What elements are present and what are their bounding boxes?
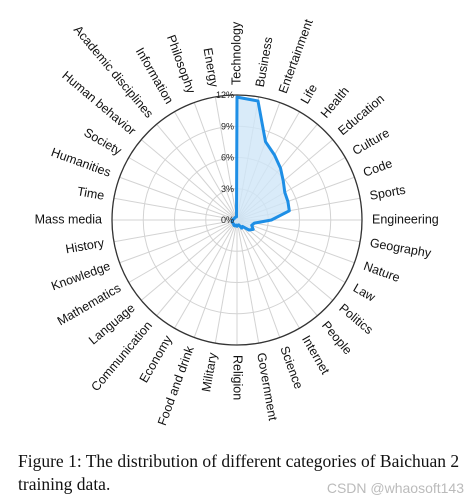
category-label: People [319,318,355,357]
category-label: Sports [369,183,407,203]
data-point [235,216,238,218]
radial-tick-label: 12% [216,90,234,100]
category-label: Energy [201,47,222,89]
grid-spoke [236,219,260,344]
category-label: Science [277,344,305,391]
data-point [241,227,243,229]
category-label: Time [76,184,105,203]
category-label: Code [361,156,394,179]
category-label: Life [298,82,320,106]
grid-spoke [156,123,238,221]
data-point [241,225,243,227]
data-point [248,229,250,231]
data-point [288,210,290,212]
data-point [234,225,236,227]
grid-spoke [119,176,238,221]
category-label: Law [351,281,379,305]
radial-tick-label: 0% [221,215,234,225]
radial-tick-label: 3% [221,184,234,194]
category-label: Mass media [35,212,102,226]
data-point [231,221,233,223]
data-point [238,224,240,226]
data-point [257,100,259,102]
data-point [233,224,235,226]
grid-spoke [140,139,238,221]
grid-spoke [113,219,238,243]
grid-spoke [236,219,300,329]
data-point [237,224,239,226]
data-point [282,180,284,182]
category-label: Politics [336,301,375,337]
watermark: CSDN @whaosoft143 [326,480,464,496]
data-point [232,218,234,220]
figure-caption: Figure 1: The distribution of different … [18,451,460,494]
radar-series [230,95,291,232]
radial-tick-label: 6% [221,153,234,163]
category-label: Health [318,84,352,121]
grid-spoke [174,111,238,221]
radial-tick-labels: 0% 3% 6% 9% 12% [216,90,234,225]
data-point [252,228,254,230]
category-label: Military [199,351,220,393]
radar-outer-ring [111,94,363,346]
category-label: Humanities [49,145,113,180]
data-point [284,191,286,193]
category-label: Nature [362,259,402,285]
data-point [236,96,238,98]
radar-chart: 0%3%6%9%12% Technology Business Entertainm… [35,17,439,428]
category-label: Internet [299,333,333,377]
data-point [235,224,237,226]
data-point [264,141,267,143]
grid-spoke [214,96,238,221]
category-label: Government [254,352,280,423]
grid-spoke [236,219,318,317]
category-label: Business [253,36,276,88]
data-point [253,222,255,224]
grid-spoke [174,219,238,329]
category-label: History [64,236,105,257]
grid-spoke [113,197,238,221]
category-label: Society [81,125,124,158]
grid-spoke [236,219,281,338]
data-point [279,167,282,169]
data-point [251,224,253,226]
radial-tick-label: 9% [221,121,234,131]
grid-spoke [236,219,346,283]
grid-spoke [128,219,238,283]
grid-spoke [236,219,355,264]
category-label: Geography [369,236,433,261]
data-point [287,200,289,203]
grid-spoke [156,219,238,317]
grid-spoke [140,219,238,301]
category-label: Culture [350,126,392,158]
grid-spoke [193,102,238,221]
data-point [236,225,238,227]
grid-spoke [119,219,238,264]
data-point [231,220,233,222]
data-point [270,219,272,221]
category-label: Engineering [372,212,439,226]
data-point [273,154,276,156]
category-label: Technology [229,21,243,85]
grid-spoke [236,219,334,301]
category-label: Religion [231,355,245,400]
series-area [230,95,291,232]
grid-spoke [214,219,238,344]
grid-spoke [128,157,238,221]
grid-spoke [193,219,238,338]
